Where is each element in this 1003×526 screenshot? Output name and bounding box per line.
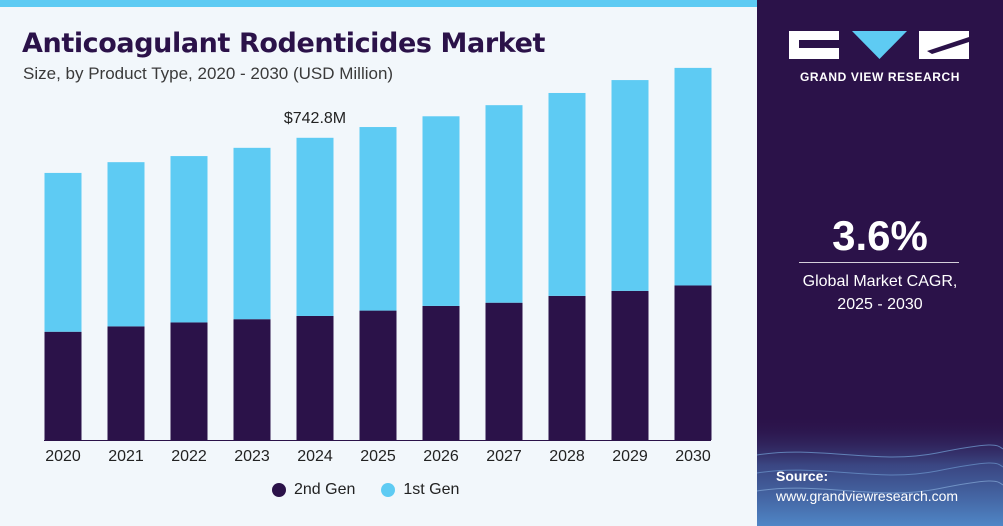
cagr-value: 3.6% [832,212,928,259]
bar-2nd-gen-2022 [170,322,208,440]
cagr-label-line1: Global Market CAGR, [802,273,958,290]
legend-swatch-2nd-gen [272,483,286,497]
x-tick-label-2024: 2024 [297,448,333,465]
x-tick-label-2029: 2029 [612,448,648,465]
grand-view-research-logo [789,31,969,59]
x-tick-label-2025: 2025 [360,448,396,465]
bar-2nd-gen-2023 [233,319,271,440]
cagr-label-line2: 2025 - 2030 [837,296,923,313]
chart-subtitle: Size, by Product Type, 2020 - 2030 (USD … [23,64,394,83]
x-tick-label-2026: 2026 [423,448,459,465]
bar-1st-gen-2025 [359,127,397,311]
decorative-wave-graphic [757,415,1003,526]
bar-1st-gen-2020 [44,172,82,332]
source-label: Source: [776,468,829,484]
bar-2nd-gen-2020 [44,331,82,440]
legend-label-1st-gen: 1st Gen [403,481,460,498]
data-label-2024: $742.8M [284,110,346,127]
legend-item-2nd-gen: 2nd Gen [272,481,355,499]
legend-label-2nd-gen: 2nd Gen [294,481,356,498]
accent-bar [0,0,757,7]
bar-2nd-gen-2026 [422,305,460,440]
x-tick-label-2021: 2021 [108,448,144,465]
bar-2nd-gen-2030 [674,285,712,440]
bar-1st-gen-2030 [674,67,712,286]
bar-1st-gen-2029 [611,80,649,291]
bar-2nd-gen-2028 [548,295,586,440]
bar-1st-gen-2022 [170,156,208,323]
bar-1st-gen-2024 [296,137,334,316]
bar-2nd-gen-2027 [485,302,523,440]
source-note: Source: www.grandviewresearch.com [776,466,958,506]
bar-1st-gen-2026 [422,116,460,306]
x-tick-label-2030: 2030 [675,448,711,465]
bar-2nd-gen-2029 [611,290,649,440]
bar-2nd-gen-2024 [296,315,334,440]
x-tick-label-2022: 2022 [171,448,207,465]
x-tick-label-2027: 2027 [486,448,522,465]
chart-title: Anticoagulant Rodenticides Market [22,28,545,59]
bar-1st-gen-2028 [548,92,586,296]
x-tick-label-2020: 2020 [45,448,81,465]
bar-1st-gen-2027 [485,105,523,303]
bar-1st-gen-2021 [107,162,145,327]
x-tick-label-2028: 2028 [549,448,585,465]
legend: 2nd Gen 1st Gen [272,481,485,499]
x-tick-label-2023: 2023 [234,448,270,465]
bar-2nd-gen-2025 [359,310,397,440]
sidebar-panel: GRAND VIEW RESEARCH 3.6% Global Market C… [757,0,1003,526]
bar-2nd-gen-2021 [107,326,145,440]
source-url[interactable]: www.grandviewresearch.com [776,488,959,504]
cagr-divider [799,262,959,263]
brand-name: GRAND VIEW RESEARCH [799,70,961,84]
bar-1st-gen-2023 [233,147,271,320]
legend-swatch-1st-gen [381,483,396,497]
cagr-label: Global Market CAGR, 2025 - 2030 [757,270,1003,316]
bar-chart: 2020 2021 2022 2023 2024 $742.8M 2025 2026 2027 2… [44,67,712,465]
legend-item-1st-gen: 1st Gen [381,481,459,499]
